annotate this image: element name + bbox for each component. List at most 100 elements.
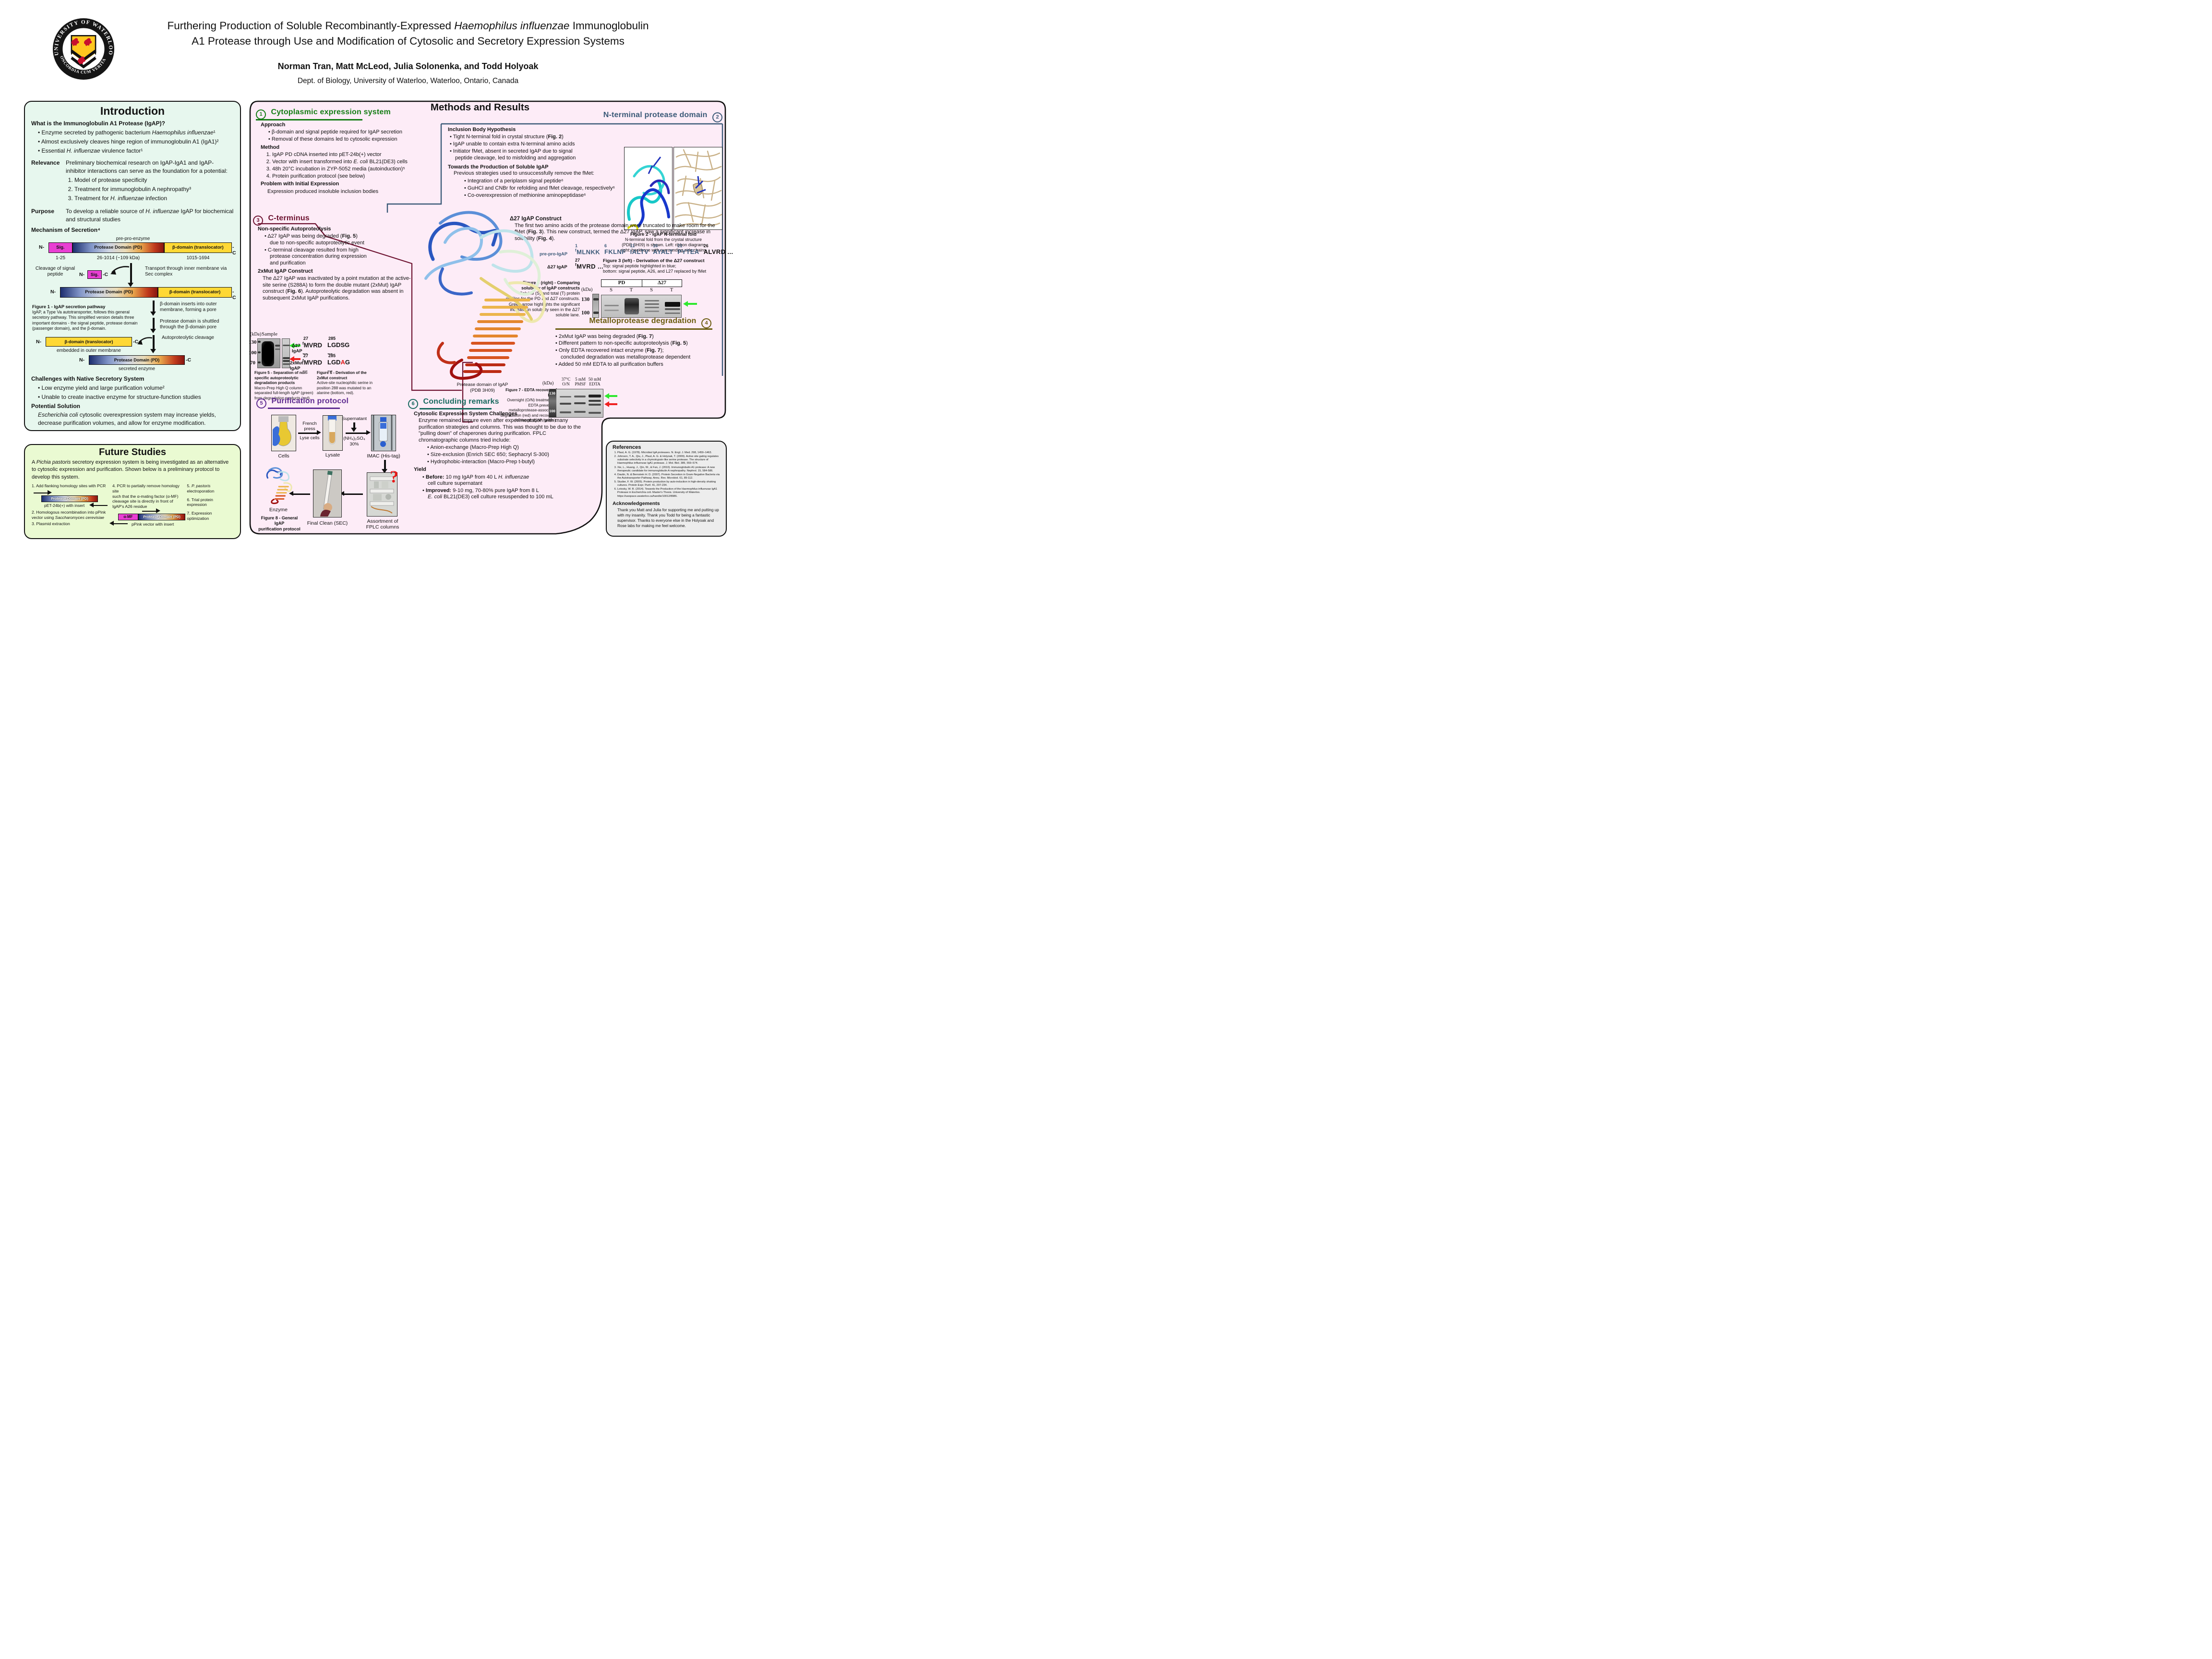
fplc-label: Assortment of FPLC columns: [366, 518, 399, 530]
approach-label: Approach: [261, 122, 286, 128]
autoproteolysis-arrow-icon: [150, 335, 156, 353]
future-step5: 5. P. pastoris electroporation: [187, 483, 215, 493]
bar3-n: N-: [36, 338, 42, 345]
bar3-beta: β-domain (translocator): [46, 337, 132, 347]
section3-title: C-terminus: [268, 214, 310, 222]
ppink-pd-segment: Protease Domain (PD): [138, 513, 185, 520]
section5-header: 5 Purification protocol: [256, 397, 349, 409]
cleavage-label: Cleavage of signal peptide: [35, 265, 75, 277]
secreted-pd-bar: Protease Domain (PD): [89, 355, 185, 365]
figure7-green-arrow-icon: [604, 393, 617, 399]
inclusion-body-label: Inclusion Body Hypothesis: [448, 127, 516, 132]
figure5-100-label: 100: [249, 350, 257, 356]
transport-label: Transport through inner membrane via Sec…: [145, 265, 227, 277]
figure4-100-label: 100: [581, 310, 590, 316]
insert-label: β-domain inserts into outer membrane, fo…: [160, 301, 217, 313]
method-label: Method: [261, 144, 280, 150]
bar4-pd: Protease Domain (PD): [89, 355, 185, 365]
references-section: References Plaut, A. G. (1978). Microbia…: [606, 441, 727, 537]
challenges-label: Challenges with Native Secretory System: [31, 375, 144, 382]
sec-photo: [313, 469, 342, 517]
protein-structure-image: [424, 211, 546, 380]
future-col3: 5. P. pastoris electroporation 6. Trial …: [187, 483, 233, 531]
sig-c-label: -C: [103, 271, 108, 277]
yield-label: Yield: [414, 467, 426, 473]
n-terminus-label: N-: [39, 244, 45, 250]
cleavage-curved-arrow-icon: [110, 265, 130, 275]
autoproteolysis-label: Autoproteolytic cleavage: [162, 335, 214, 340]
d27-igap-label: Δ27 IgAP: [547, 264, 567, 270]
supernatant-arrow-icon: [351, 422, 357, 432]
bar3-c: -C: [133, 338, 139, 345]
figure2-caption: Figure 2 - IgAP N-terminal fold N-termin…: [603, 232, 724, 253]
percent-label: 30%: [349, 442, 359, 447]
future-col1: 1. Add flanking homology sites with PCR …: [32, 483, 112, 531]
c-terminus-label: -C: [232, 244, 236, 256]
methods-panel-background: [249, 100, 726, 535]
figure4-d27-header: Δ27: [642, 279, 682, 287]
pro-enzyme-bar: Protease Domain (PD) β-domain (transloca…: [60, 287, 232, 298]
arrow-lysate-to-imac-icon: [346, 431, 371, 435]
autoproteolysis-curved-arrow-icon: [137, 337, 153, 345]
pet-label: pET-24b(+) with insert: [44, 503, 85, 508]
section6-content: Cytosolic Expression System Challenges E…: [414, 411, 585, 502]
method-steps: IgAP PD cDNA inserted into pET-24b(+) ve…: [264, 152, 478, 180]
section5-number-icon: 5: [256, 398, 266, 409]
arrow-sec-to-enzyme-icon: [289, 492, 310, 496]
transport-arrow-icon: [128, 263, 133, 287]
figure1-caption-body: IgAP, a Type Va autotransporter, follows…: [32, 309, 138, 331]
figure6-caption: Figure 6 - Derivation of the 2xMut const…: [317, 371, 373, 395]
figure7-lane2-header: 5 mM PMSF: [575, 377, 586, 386]
inclusion-bullets: Tight N-terminal fold in crystal structu…: [450, 134, 623, 161]
embedded-label: embedded in outer membrane: [57, 348, 121, 353]
shuttle-arrow-icon: [150, 317, 156, 333]
figure7-lane3-header: 50 mM EDTA: [588, 377, 601, 386]
figure5-130-label: 130: [249, 339, 257, 345]
section2-header: N-terminal protease domain 2: [528, 111, 722, 122]
range-pd: 26-1014 (~109 kDa): [96, 255, 140, 261]
references-list: Plaut, A. G. (1978). Microbial IgA prote…: [613, 451, 720, 498]
figure1-igap-secretion-pathway: pre-pro-enzyme N- Sig. Protease Domain (…: [31, 236, 236, 375]
beta-domain-segment: β-domain (translocator): [164, 242, 232, 253]
future-step1: 1. Add flanking homology sites with PCR: [32, 483, 106, 489]
mechanism-label: Mechanism of Secretion⁴: [31, 227, 100, 234]
future-step3: 3. Plasmid extraction: [32, 521, 70, 527]
figure7-red-arrow-icon: [604, 401, 617, 407]
shuttle-label: Protease domain is shuttled through the …: [160, 318, 219, 330]
cells-photo: [271, 415, 296, 451]
bar2-pd: Protease Domain (PD): [60, 287, 158, 298]
fplc-columns-bullets: Anion-exchange (Macro-Prep High Q)Size-e…: [427, 445, 585, 465]
imac-photo: [371, 415, 396, 451]
figure2-caption-title: Figure 2 - IgAP N-terminal fold: [630, 232, 697, 237]
figure5-gel-left: [257, 338, 280, 368]
solution-label: Potential Solution: [31, 403, 80, 410]
purpose-label: Purpose: [31, 207, 55, 215]
figure4-ladder: [592, 294, 599, 318]
intro-purpose: Purpose To develop a reliable source of …: [31, 207, 234, 224]
future-step6: 6. Trial protein expression: [187, 497, 213, 507]
section2-content: Inclusion Body Hypothesis Tight N-termin…: [448, 127, 623, 200]
figure2-backbone-image: [673, 147, 722, 230]
nonspecific-label: Non-specific Autoproteolysis: [258, 226, 331, 232]
poster-title: Furthering Production of Soluble Recombi…: [167, 20, 649, 47]
section4-header: Metalloprotease degradation 4: [557, 317, 711, 328]
figure5-70-label: 70: [250, 360, 255, 366]
ppink-forward-arrow-icon: [142, 508, 160, 514]
figure2-ribbon-image: [624, 147, 673, 230]
section1-underline: [256, 119, 362, 120]
cleaved-signal-segment: Sig.: [87, 270, 102, 279]
section3-content: Non-specific Autoproteolysis Δ27 IgAP wa…: [258, 226, 419, 301]
section2-title: N-terminal protease domain: [603, 111, 708, 119]
insert-arrow-icon: [150, 300, 156, 316]
pet-pd-segment: Protease Domain (PD): [41, 495, 98, 502]
figure5-sample-label: Sample: [262, 331, 277, 337]
section5-underline: [268, 408, 340, 409]
figure4-gel: [601, 295, 682, 318]
intro-relevance: Relevance Preliminary biochemical resear…: [31, 159, 234, 204]
future-step4: 4. PCR to partially remove homology site…: [112, 483, 180, 509]
bar2-n: N-: [50, 289, 56, 295]
towards-intro: Previous strategies used to unsuccessful…: [454, 170, 594, 177]
figure6-d27-label: Δ27 IgAP: [292, 343, 302, 354]
towards-label: Towards the Production of Soluble IgAP: [448, 164, 549, 170]
references-title: References: [613, 445, 641, 450]
